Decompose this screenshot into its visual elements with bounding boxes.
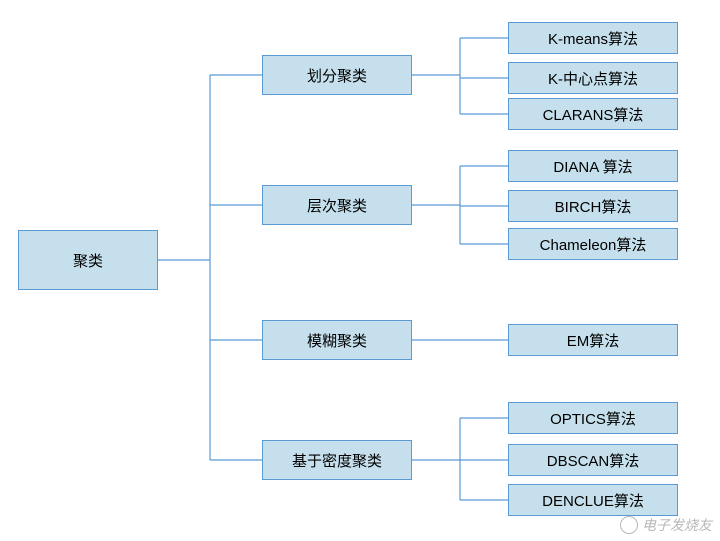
watermark-icon <box>620 516 638 534</box>
leaf-node-2-0: EM算法 <box>508 324 678 356</box>
watermark: 电子发烧友 <box>620 515 712 535</box>
category-node-3: 基于密度聚类 <box>262 440 412 480</box>
category-node-0: 划分聚类 <box>262 55 412 95</box>
leaf-node-3-0: OPTICS算法 <box>508 402 678 434</box>
root-node: 聚类 <box>18 230 158 290</box>
watermark-text: 电子发烧友 <box>642 515 712 535</box>
leaf-node-0-1: K-中心点算法 <box>508 62 678 94</box>
leaf-node-0-0: K-means算法 <box>508 22 678 54</box>
leaf-node-3-1: DBSCAN算法 <box>508 444 678 476</box>
leaf-node-1-1: BIRCH算法 <box>508 190 678 222</box>
category-node-2: 模糊聚类 <box>262 320 412 360</box>
leaf-node-1-2: Chameleon算法 <box>508 228 678 260</box>
leaf-node-0-2: CLARANS算法 <box>508 98 678 130</box>
category-node-1: 层次聚类 <box>262 185 412 225</box>
leaf-node-3-2: DENCLUE算法 <box>508 484 678 516</box>
leaf-node-1-0: DIANA 算法 <box>508 150 678 182</box>
